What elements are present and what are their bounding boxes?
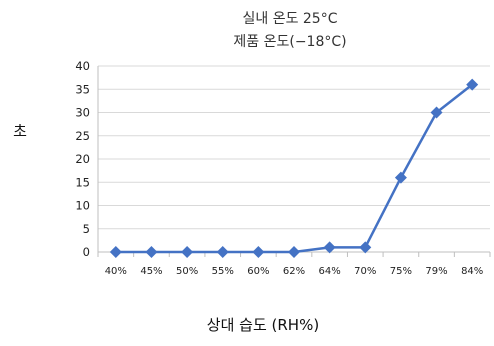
y-axis-label: 초 [13, 122, 27, 140]
x-tick-label: 84% [461, 266, 483, 277]
y-tick-label: 25 [75, 129, 90, 143]
x-tick-label: 45% [140, 266, 162, 277]
chart-title: 실내 온도 25°C [242, 11, 337, 27]
chart-subtitle: 제품 온도(−18°C) [233, 34, 346, 50]
y-tick-label: 30 [75, 106, 90, 120]
plot-area: 0 5 10 15 20 25 30 35 40 40% 45% 50% 55% 60% 62% 64% 70%… [75, 59, 491, 277]
data-point-marker [181, 246, 194, 258]
x-tick-label: 50% [176, 266, 198, 277]
x-tick-label: 75% [390, 266, 412, 277]
data-point-marker [323, 241, 336, 254]
y-tick-label: 5 [83, 222, 90, 236]
x-tick-label: 64% [319, 266, 341, 277]
x-axis-label: 상대 습도 (RH%) [207, 316, 319, 334]
data-point-marker [430, 106, 443, 119]
data-point-marker [359, 241, 372, 254]
data-point-marker [394, 171, 407, 184]
data-point-marker [109, 246, 122, 258]
data-point-marker [216, 246, 229, 258]
series-line [115, 83, 473, 254]
y-tick-label: 40 [75, 59, 90, 73]
y-tick-label: 15 [75, 175, 90, 189]
data-point-marker [288, 246, 300, 258]
data-point-marker [466, 78, 479, 91]
y-tick-label: 0 [83, 245, 90, 259]
y-tick-label: 20 [75, 152, 90, 166]
y-tick-label: 35 [75, 82, 90, 96]
x-tick-label: 79% [425, 266, 447, 277]
data-point-marker [252, 246, 265, 258]
x-tick-label: 60% [247, 266, 269, 277]
x-tick-label: 55% [212, 266, 234, 277]
data-point-marker [145, 246, 158, 258]
x-tick-label: 62% [283, 266, 305, 277]
y-tick-label: 10 [75, 199, 90, 213]
x-tick-label: 40% [105, 266, 127, 277]
x-tick-label: 70% [354, 266, 376, 277]
